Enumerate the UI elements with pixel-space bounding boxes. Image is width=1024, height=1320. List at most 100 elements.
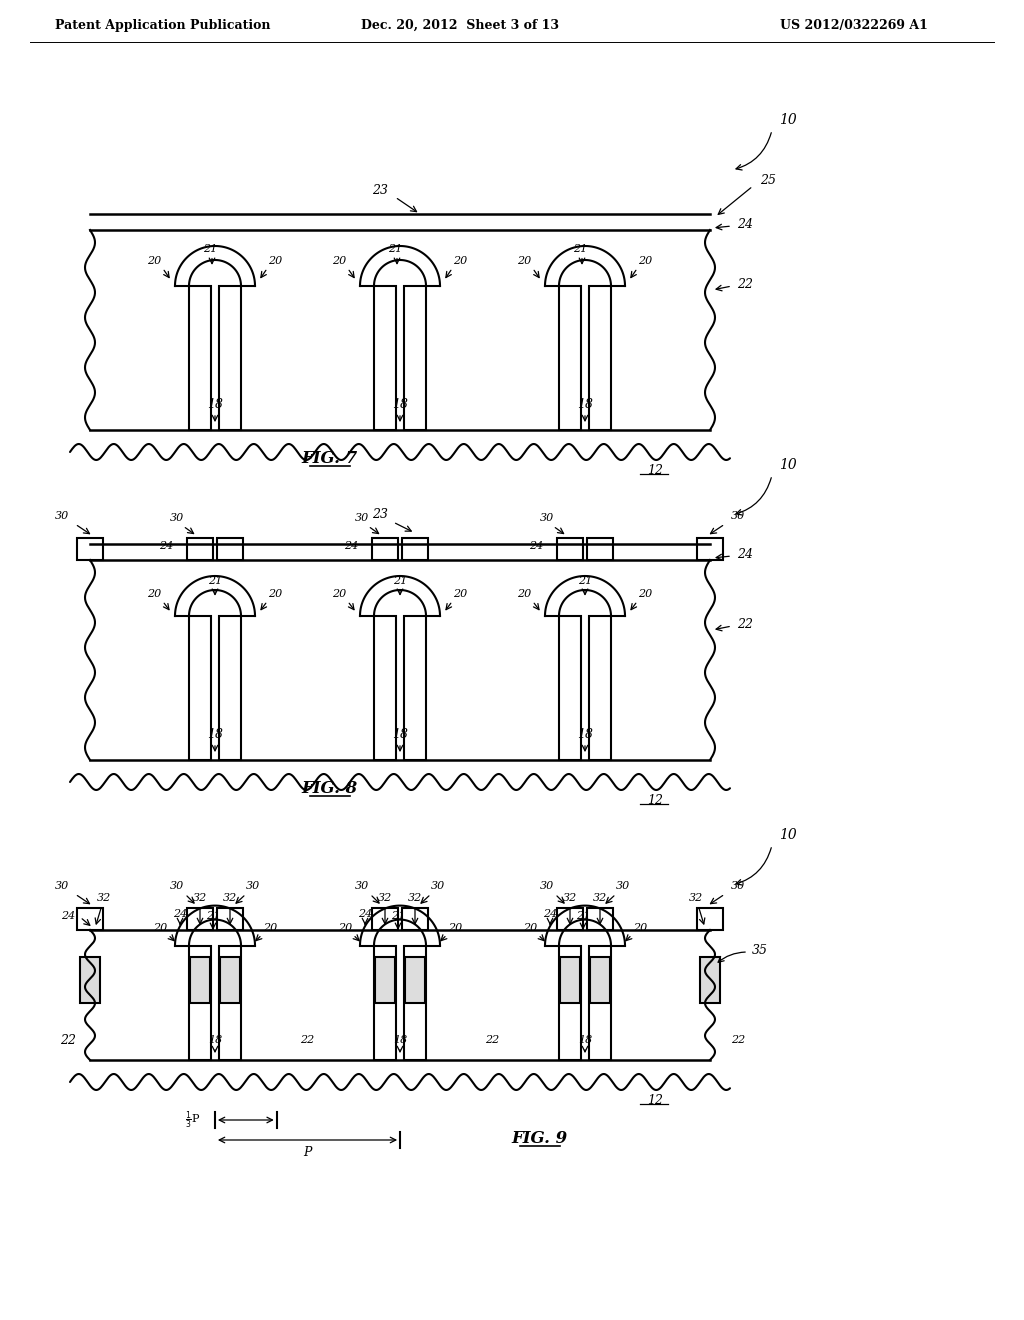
Text: 20: 20 <box>268 589 283 599</box>
Text: 22: 22 <box>737 279 753 292</box>
Bar <box>374 616 396 760</box>
Text: 30: 30 <box>170 513 184 523</box>
Bar <box>374 286 396 430</box>
Text: 20: 20 <box>268 256 283 267</box>
Bar <box>372 539 398 560</box>
Bar <box>589 616 611 760</box>
Text: 10: 10 <box>779 114 797 127</box>
Bar <box>219 945 241 1060</box>
Text: 23: 23 <box>372 183 388 197</box>
Text: 30: 30 <box>731 880 745 891</box>
Text: 22: 22 <box>485 1035 500 1045</box>
Text: 12: 12 <box>647 463 663 477</box>
Text: Patent Application Publication: Patent Application Publication <box>55 18 270 32</box>
Bar <box>190 957 210 1003</box>
Bar <box>559 945 581 1060</box>
Text: 18: 18 <box>392 729 408 742</box>
Text: 24: 24 <box>60 911 75 921</box>
Text: 30: 30 <box>246 880 260 891</box>
Text: 18: 18 <box>207 729 223 742</box>
Text: 20: 20 <box>333 256 347 267</box>
Bar <box>697 908 723 931</box>
Bar <box>587 908 613 931</box>
Bar <box>700 957 720 1003</box>
Text: 30: 30 <box>540 880 554 891</box>
Bar <box>697 539 723 560</box>
Text: 20: 20 <box>338 923 352 933</box>
Text: 20: 20 <box>263 923 278 933</box>
Bar <box>402 908 428 931</box>
Text: 10: 10 <box>779 458 797 473</box>
Bar <box>189 616 211 760</box>
Text: 20: 20 <box>147 589 162 599</box>
Bar <box>404 945 426 1060</box>
Text: 20: 20 <box>517 256 531 267</box>
Text: 21: 21 <box>391 911 406 920</box>
Text: 32: 32 <box>593 894 607 903</box>
Text: Dec. 20, 2012  Sheet 3 of 13: Dec. 20, 2012 Sheet 3 of 13 <box>361 18 559 32</box>
Bar <box>219 616 241 760</box>
Text: 21: 21 <box>393 576 408 586</box>
Bar <box>217 539 243 560</box>
Bar <box>404 286 426 430</box>
Text: 20: 20 <box>638 256 652 267</box>
Bar <box>77 539 103 560</box>
Text: 30: 30 <box>55 880 70 891</box>
Text: 23: 23 <box>372 508 388 521</box>
Text: 21: 21 <box>206 911 220 920</box>
Bar <box>220 957 240 1003</box>
Text: 22: 22 <box>731 1035 745 1045</box>
Bar <box>587 539 613 560</box>
Text: 18: 18 <box>392 399 408 412</box>
Text: FIG. 7: FIG. 7 <box>302 450 358 467</box>
Text: 24: 24 <box>173 909 187 919</box>
Text: 32: 32 <box>223 894 238 903</box>
Text: 12: 12 <box>647 793 663 807</box>
Text: 20: 20 <box>633 923 647 933</box>
Text: 18: 18 <box>207 399 223 412</box>
Text: 22: 22 <box>737 619 753 631</box>
Text: 30: 30 <box>731 511 745 521</box>
Text: 21: 21 <box>575 911 590 920</box>
Text: 21: 21 <box>208 576 222 586</box>
Text: 18: 18 <box>208 1035 222 1045</box>
Text: 30: 30 <box>615 880 630 891</box>
Text: 32: 32 <box>563 894 578 903</box>
Bar <box>557 908 583 931</box>
Text: 20: 20 <box>333 589 347 599</box>
Text: 20: 20 <box>638 589 652 599</box>
Text: 30: 30 <box>540 513 554 523</box>
Text: 18: 18 <box>578 1035 592 1045</box>
Text: 20: 20 <box>523 923 538 933</box>
Bar <box>589 286 611 430</box>
Text: 21: 21 <box>388 244 402 253</box>
Text: 21: 21 <box>572 244 587 253</box>
Bar <box>589 945 611 1060</box>
Bar <box>590 957 610 1003</box>
Text: 32: 32 <box>378 894 392 903</box>
Text: 35: 35 <box>752 944 768 957</box>
Text: 32: 32 <box>408 894 422 903</box>
Text: 22: 22 <box>300 1035 314 1045</box>
Text: 32: 32 <box>689 894 703 903</box>
Bar <box>559 286 581 430</box>
Text: FIG. 9: FIG. 9 <box>512 1130 568 1147</box>
Text: 20: 20 <box>454 589 468 599</box>
Text: 24: 24 <box>543 909 557 919</box>
Bar <box>77 908 103 931</box>
Text: 30: 30 <box>355 880 369 891</box>
Text: 21: 21 <box>203 244 217 253</box>
Bar <box>189 286 211 430</box>
Bar <box>217 908 243 931</box>
Bar <box>557 539 583 560</box>
Text: 24: 24 <box>737 549 753 561</box>
Text: 24: 24 <box>344 541 358 550</box>
Text: 21: 21 <box>578 576 592 586</box>
Text: 18: 18 <box>393 1035 408 1045</box>
Text: 20: 20 <box>147 256 162 267</box>
Bar <box>372 908 398 931</box>
Text: 10: 10 <box>779 828 797 842</box>
Bar <box>374 945 396 1060</box>
Bar <box>189 945 211 1060</box>
Bar <box>375 957 395 1003</box>
